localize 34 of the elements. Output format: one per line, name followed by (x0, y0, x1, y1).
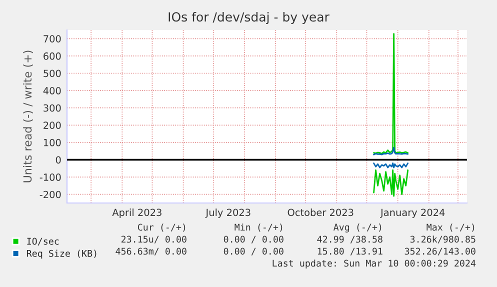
x-tick-label: April 2023 (112, 208, 162, 218)
line-series (373, 169, 409, 197)
text: 352.26/143.00 (404, 248, 476, 256)
y-tick-label: 600 (44, 52, 61, 60)
text: 0.00 / 0.00 (224, 248, 284, 256)
x-tick-label: January 2024 (380, 208, 445, 218)
y-tick-label: 700 (44, 35, 61, 42)
y-axis-title: Units read (-) / write (+) (23, 50, 33, 182)
legend-label: Req Size (KB) (26, 250, 96, 259)
text: 3.26k/980.85 (410, 236, 476, 244)
text: Avg (-/+) (334, 224, 382, 232)
line-series (373, 146, 409, 156)
text: 0.00 / 0.00 (224, 236, 284, 244)
text: Max (-/+) (426, 224, 474, 232)
y-tick-label: -200 (40, 190, 61, 198)
legend-label: IO/sec (27, 238, 59, 246)
text: Min (-/+) (234, 224, 282, 232)
y-tick-label: 100 (44, 138, 61, 146)
text: 23.15u/ 0.00 (121, 236, 186, 244)
y-tick-label: 300 (44, 104, 61, 112)
x-tick-label: July 2023 (205, 208, 250, 218)
y-tick-label: 500 (44, 70, 61, 78)
text: 15.80 /13.91 (318, 248, 382, 256)
text: 456.63m/ 0.00 (116, 248, 186, 256)
text: Last update: Sun Mar 10 00:00:29 2024 (272, 260, 476, 268)
y-tick-label: -100 (40, 174, 61, 181)
y-tick-label: 200 (44, 122, 61, 129)
y-tick-label: 0 (56, 156, 61, 164)
text: Cur (-/+) (138, 224, 186, 232)
text: 42.99 /38.58 (317, 236, 382, 244)
line-series (373, 33, 409, 154)
y-tick-label: 400 (43, 87, 61, 94)
x-tick-label: October 2023 (288, 208, 354, 216)
chart-title: IOs for /dev/sdaj - by year (168, 12, 330, 24)
